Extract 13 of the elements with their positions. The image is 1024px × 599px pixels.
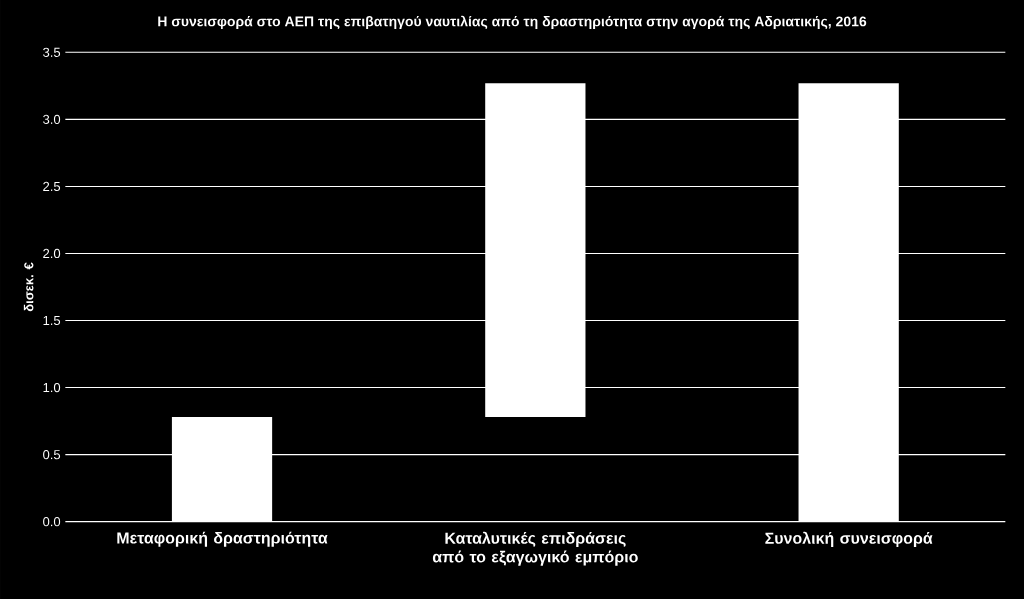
- x-tick-label: Συνολική συνεισφορά: [765, 531, 933, 548]
- y-tick-label: 2.0: [43, 248, 61, 259]
- y-tick-label: 2.5: [43, 181, 61, 192]
- y-tick-label: 1.5: [43, 315, 61, 326]
- y-axis-title: δισεκ. €: [23, 262, 34, 312]
- y-tick-label: 0.5: [43, 450, 61, 460]
- x-tick-label: Καταλυτικές επιδράσεις από το εξαγωγικό εμπόριο: [432, 531, 638, 566]
- chart-title: Η συνεισφορά στο ΑΕΠ της επιβατηγού ναυτιλίας από τη δραστηριότητα στην αγορά της Αδριατικής, 2016: [158, 15, 867, 30]
- y-tick-label: 3.0: [43, 114, 61, 124]
- y-tick-label: 0.0: [43, 517, 61, 527]
- x-tick-label: Μεταφορική δραστηριότητα: [117, 531, 328, 547]
- y-tick-label: 3.5: [43, 47, 61, 57]
- y-tick-label: 1.0: [43, 382, 61, 393]
